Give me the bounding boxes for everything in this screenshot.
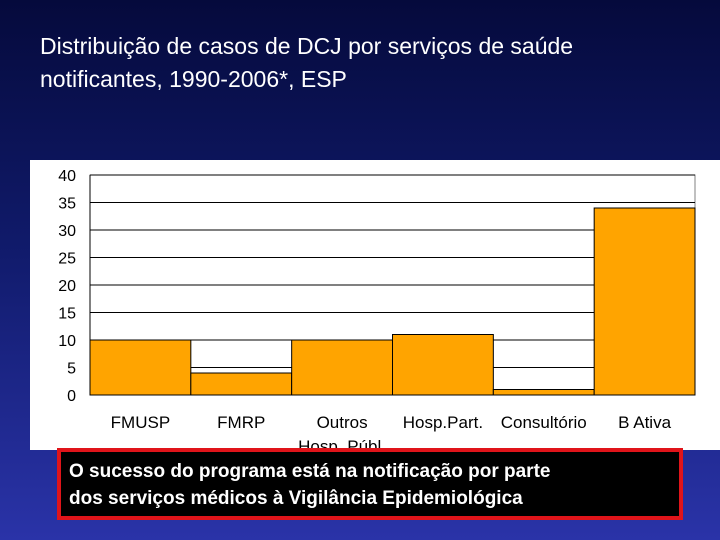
y-tick-label: 5: [67, 361, 76, 378]
slide-title: Distribuição de casos de DCJ por serviço…: [40, 30, 710, 96]
bar: [291, 339, 393, 396]
callout-box: O sucesso do programa está na notificaçã…: [57, 448, 683, 520]
x-tick-label: Hosp.Part.: [403, 413, 483, 432]
x-tick-label: Hosp. Públ.: [298, 437, 386, 450]
bar: [392, 334, 494, 396]
y-tick-label: 0: [67, 388, 76, 405]
bar-chart: 0 5 10 15 20 25 30 35 40 FMUSP FMRP Outros Hosp. Púb…: [58, 168, 696, 450]
x-tick-label: B Ativa: [618, 413, 671, 432]
x-tick-label: Consultório: [501, 413, 587, 432]
y-tick-label: 20: [58, 278, 76, 295]
y-tick-label: 30: [58, 223, 76, 240]
bar: [593, 207, 696, 396]
y-tick-label: 15: [58, 306, 76, 323]
x-tick-label: FMRP: [217, 413, 265, 432]
slide-title-line-1: Distribuição de casos de DCJ por serviço…: [40, 33, 574, 59]
x-tick-label: Outros: [317, 413, 368, 432]
x-tick-label: FMUSP: [111, 413, 171, 432]
bar: [190, 372, 293, 396]
chart-panel: 0 5 10 15 20 25 30 35 40 FMUSP FMRP Outros Hosp. Púb…: [30, 160, 720, 450]
callout-line-2: dos serviços médicos à Vigilância Epidem…: [69, 488, 523, 509]
slide-title-line-2: notificantes, 1990-2006*, ESP: [40, 66, 347, 92]
y-tick-label: 35: [58, 196, 76, 213]
y-tick-label: 10: [58, 333, 76, 350]
bar: [89, 339, 192, 396]
bar: [492, 389, 595, 396]
y-tick-label: 25: [58, 251, 76, 268]
y-tick-label: 40: [58, 168, 76, 185]
callout-line-1: O sucesso do programa está na notificaçã…: [69, 461, 551, 482]
